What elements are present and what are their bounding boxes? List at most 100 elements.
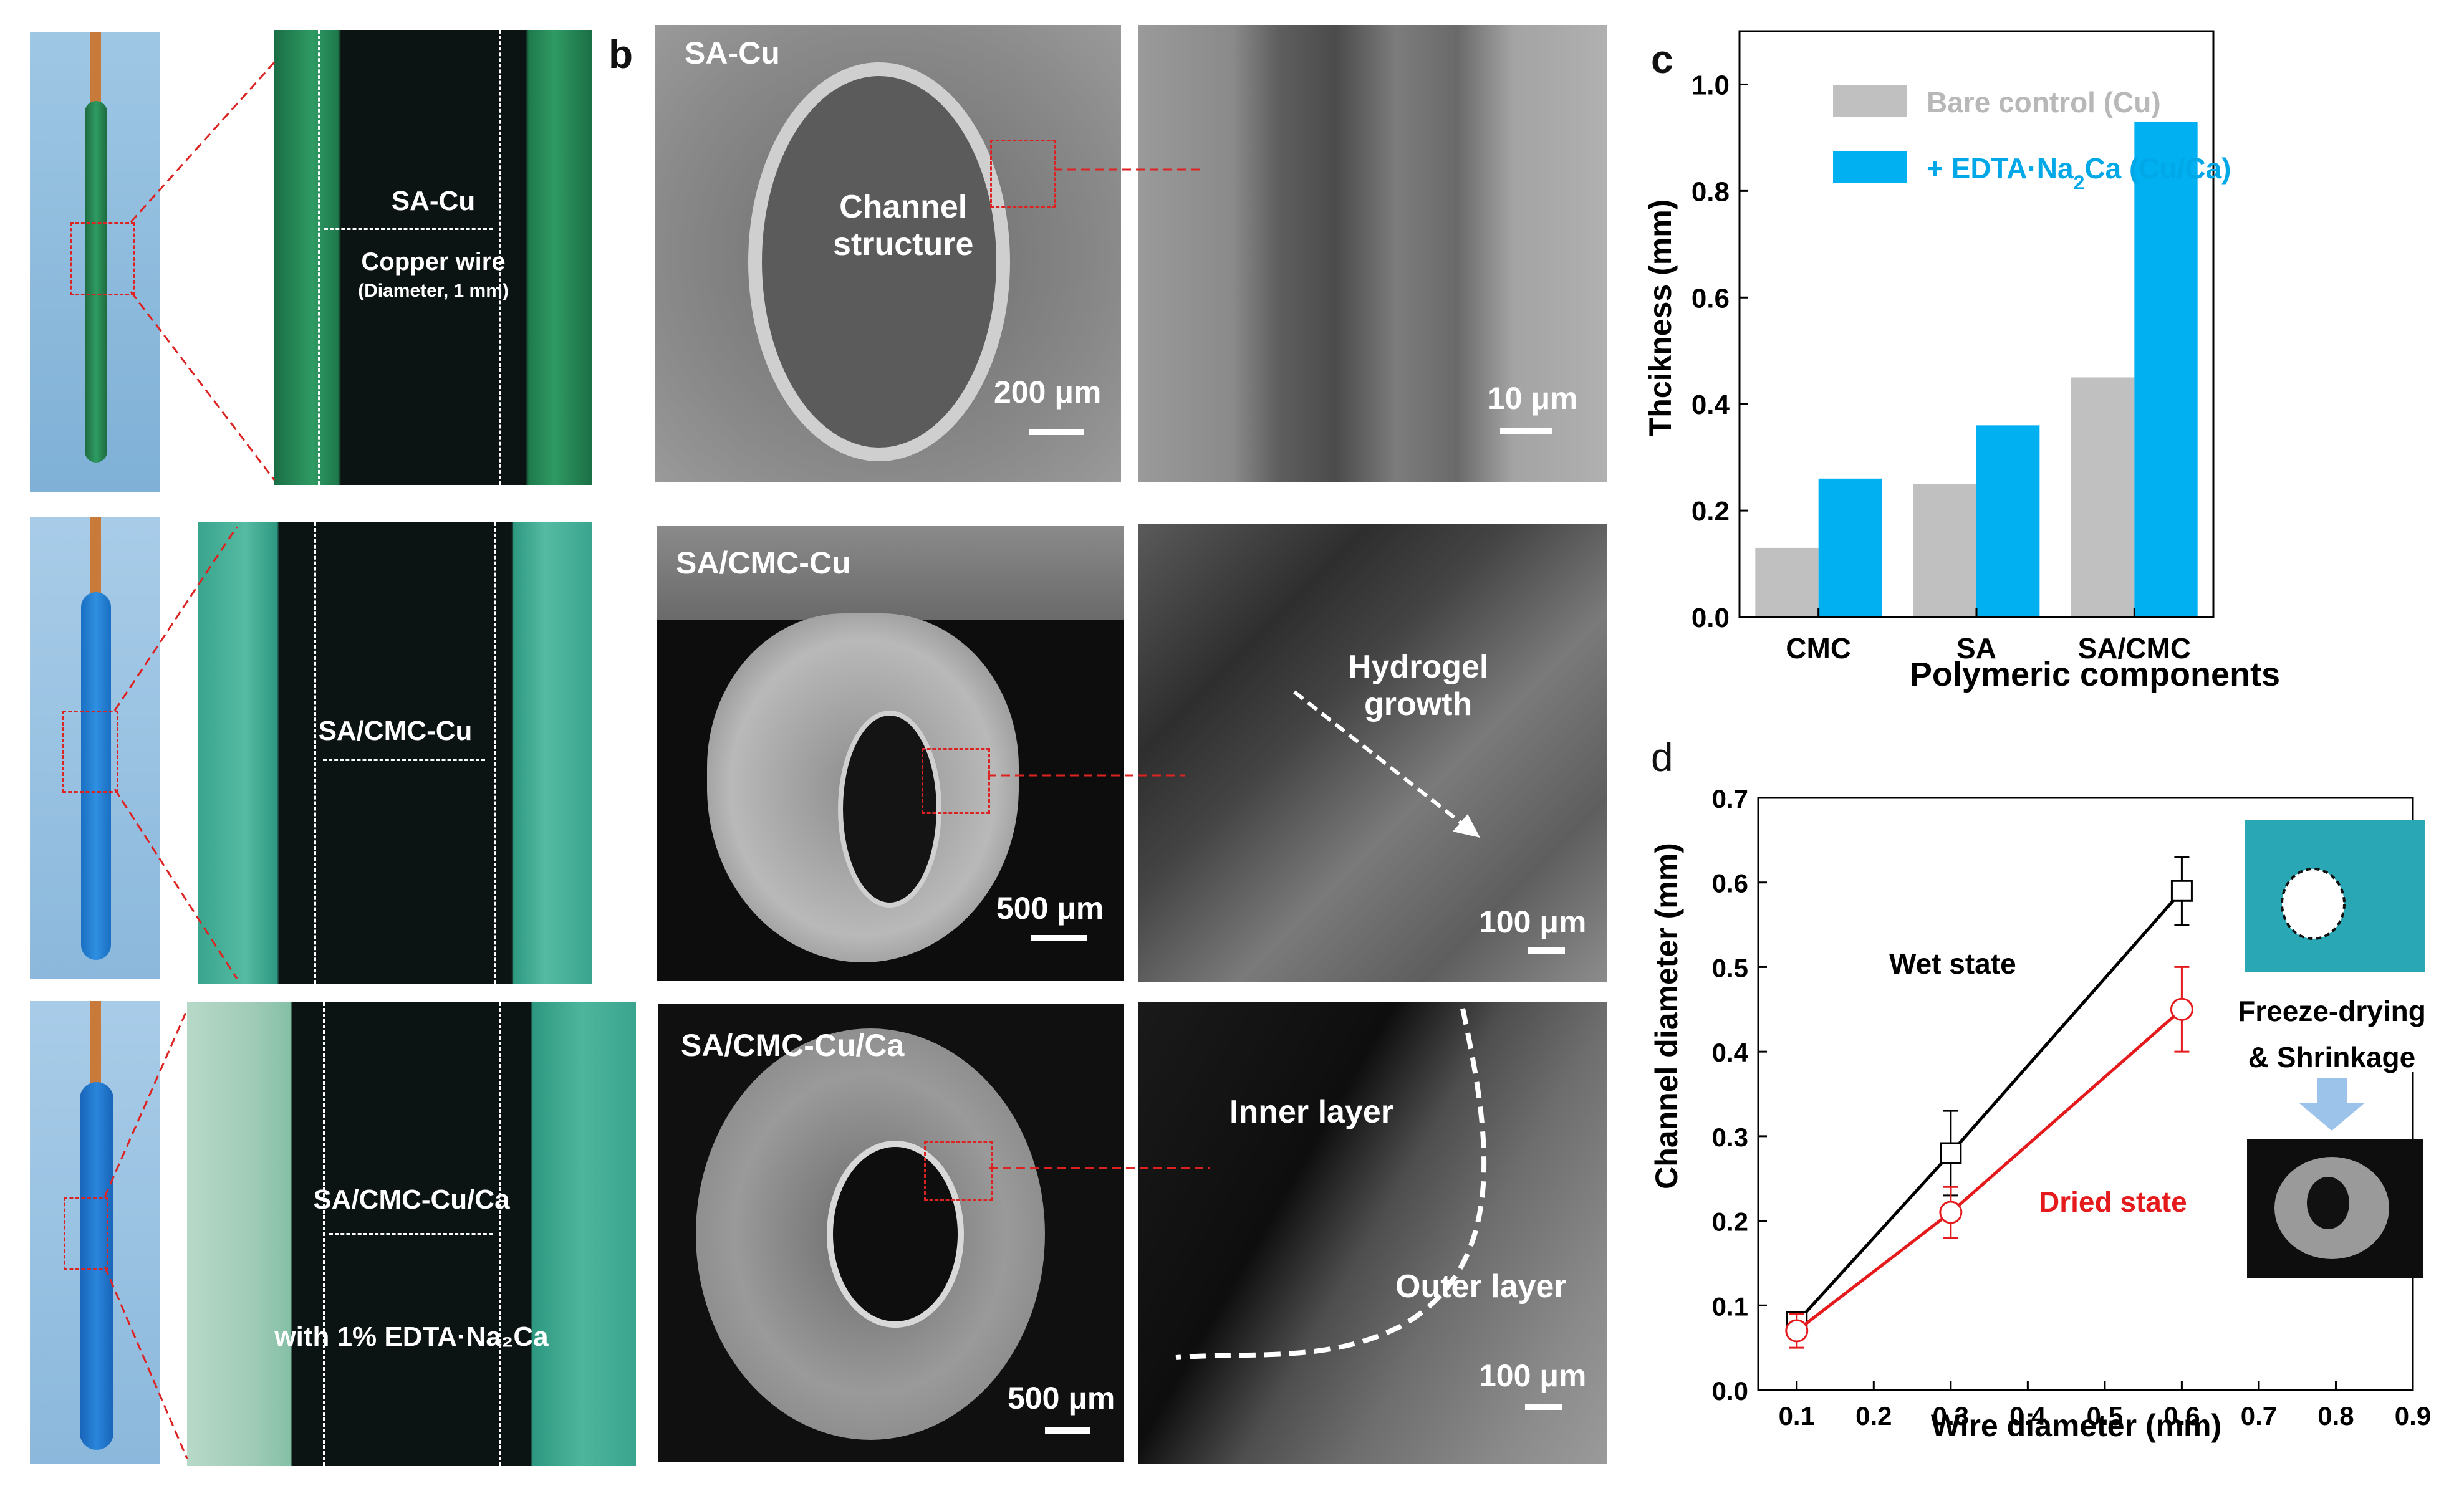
x-tick-label: 0.6 xyxy=(2163,1401,2200,1431)
inset-label-shrinkage: & Shrinkage xyxy=(2248,1041,2415,1073)
photo-wire-sa-cmc-cu xyxy=(30,517,160,979)
x-tick-label: SA xyxy=(1956,632,1996,664)
x-tick-label: 0.4 xyxy=(2009,1401,2046,1431)
photo-wire-sa-cu xyxy=(30,32,160,492)
y-tick-label: 0.1 xyxy=(1712,1292,1748,1321)
inset-dried-hole xyxy=(2307,1177,2349,1229)
scale-label-200um: 200 μm xyxy=(994,375,1102,410)
annotation-hydrogel-growth: Hydrogel growth xyxy=(1348,649,1489,722)
y-tick-label: 1.0 xyxy=(1692,70,1730,100)
x-tick-label: 0.2 xyxy=(1855,1401,1892,1431)
y-tick-label: 0.4 xyxy=(1712,1038,1749,1067)
x-tick-label: 0.9 xyxy=(2395,1401,2431,1431)
sem-sa-cu-overview: SA-Cu Channel structure 200 μm xyxy=(655,25,1121,482)
data-point-wet xyxy=(1940,1142,1962,1164)
label-sa-cmc-cu-ca: SA/CMC-Cu/Ca xyxy=(313,1184,510,1215)
scale-bar xyxy=(1031,935,1087,941)
scale-label-500um: 500 μm xyxy=(1008,1381,1115,1416)
inset-arrow-icon xyxy=(2299,1078,2364,1131)
layer-boundary xyxy=(1175,1008,1487,1360)
series-line-dried xyxy=(1796,1008,2183,1332)
x-axis-label: Wire diameter (mm) xyxy=(1931,1408,2221,1443)
y-tick-label: 0.7 xyxy=(1712,784,1748,813)
label-sa-cu: SA-Cu xyxy=(391,186,476,216)
data-point-dried xyxy=(1939,1201,1963,1224)
micro-sa-cu: SA-Cu Copper wire (Diameter, 1 mm) xyxy=(274,30,592,485)
series-label-dried: Dried state xyxy=(2039,1186,2187,1218)
y-tick-label: 0.4 xyxy=(1692,390,1730,420)
label-copper-wire: Copper wire xyxy=(361,248,506,276)
scale-bar xyxy=(1528,947,1565,954)
label-edta: with 1% EDTA·Na₂Ca xyxy=(274,1321,549,1352)
channel-diameter-line-chart: 0.0 0.1 0.2 0.3 0.4 0.5 0.6 0.7 0.1 0.2 0.3 0.4 0.5 0… xyxy=(1649,784,2457,1443)
x-tick-label: 0.8 xyxy=(2317,1401,2354,1431)
data-point-dried xyxy=(2170,997,2193,1021)
sem-title-sa-cmc-cu: SA/CMC-Cu xyxy=(676,545,851,580)
sem-sa-cu-zoom: 10 μm xyxy=(1138,25,1607,482)
legend-label-bare: Bare control (Cu) xyxy=(1927,86,2161,118)
x-tick-label: CMC xyxy=(1786,632,1851,664)
annotation-channel: Channel structure xyxy=(833,189,974,262)
zoom-box-a1 xyxy=(70,222,135,295)
bar-bare-sa xyxy=(1913,484,1976,617)
zoom-lines-a xyxy=(103,61,276,1459)
scale-bar xyxy=(1500,428,1552,434)
label-sa-cmc-cu: SA/CMC-Cu xyxy=(318,716,473,746)
sem-sa-cmc-cu-overview: SA/CMC-Cu 500 μm xyxy=(657,526,1124,981)
y-tick-label: 0.6 xyxy=(1692,283,1730,314)
y-axis-label: Thcikness (mm) xyxy=(1643,199,1678,437)
plot-frame xyxy=(1757,797,2414,1391)
scale-bar xyxy=(1045,1427,1090,1434)
data-point-dried xyxy=(1785,1319,1809,1343)
photo-wire-sa-cmc-cu-ca xyxy=(30,1001,160,1464)
scale-label-100um: 100 μm xyxy=(1479,904,1587,939)
y-tick-label: 0.0 xyxy=(1712,1376,1748,1406)
legend-swatch-bare xyxy=(1833,85,1907,117)
zoom-box-a2 xyxy=(62,711,118,793)
sem-sa-cmc-cu-zoom: Hydrogel growth 100 μm xyxy=(1138,524,1607,982)
y-axis-label: Channel diameter (mm) xyxy=(1649,843,1684,1189)
bar-bare-sa-cmc xyxy=(2071,377,2135,617)
zoom-box-a3 xyxy=(64,1197,108,1270)
label-diameter: (Diameter, 1 mm) xyxy=(358,280,509,301)
annotation-inner-layer: Inner layer xyxy=(1230,1094,1394,1130)
y-tick-label: 0.2 xyxy=(1712,1207,1748,1237)
bar-edta-sa-cmc xyxy=(2134,122,2198,618)
inset-channel-hole xyxy=(2281,868,2346,940)
x-tick-label: 0.3 xyxy=(1933,1401,1969,1431)
y-tick-label: 0.6 xyxy=(1712,869,1748,898)
x-axis-label: Polymeric components xyxy=(1910,656,2280,693)
scale-bar xyxy=(1029,429,1084,435)
panel-label-c: c xyxy=(1651,37,1673,82)
bar-edta-cmc xyxy=(1818,478,1882,617)
x-tick-label: 0.5 xyxy=(2087,1401,2123,1431)
bar-bare-cmc xyxy=(1755,547,1819,617)
panel-label-b: b xyxy=(609,32,633,77)
growth-arrow xyxy=(1293,690,1480,838)
sem-title-sa-cu: SA-Cu xyxy=(685,36,780,70)
x-tick-label: 0.1 xyxy=(1779,1401,1815,1431)
x-tick-label: 0.7 xyxy=(2241,1401,2277,1431)
y-tick-label: 0.0 xyxy=(1692,603,1730,633)
sem-sa-cmc-cu-ca-zoom: Inner layer Outer layer 100 μm xyxy=(1138,1002,1607,1464)
micro-sa-cmc-cu-ca: SA/CMC-Cu/Ca with 1% EDTA·Na₂Ca xyxy=(187,1002,636,1466)
scale-label-10um: 10 μm xyxy=(1488,381,1578,416)
y-tick-label: 0.3 xyxy=(1712,1123,1748,1152)
bar-edta-sa xyxy=(1976,425,2040,617)
y-tick-label: 0.8 xyxy=(1692,176,1730,207)
inset-text-bg xyxy=(2207,972,2457,1072)
x-tick-label: SA/CMC xyxy=(2078,632,2191,664)
scale-bar xyxy=(1525,1404,1562,1410)
y-tick-label: 0.5 xyxy=(1712,953,1748,982)
data-point-wet xyxy=(2170,880,2193,902)
thickness-bar-chart: 0.0 0.2 0.4 0.6 0.8 1.0 CMC SA SA/CMC Thcikness … xyxy=(1643,30,2280,693)
inset-label-freeze-drying: Freeze-drying xyxy=(2238,995,2426,1027)
scale-label-500um: 500 μm xyxy=(996,891,1104,926)
annotation-outer-layer: Outer layer xyxy=(1395,1268,1567,1305)
series-label-wet: Wet state xyxy=(1889,947,2016,980)
sem-sa-cmc-cu-ca-overview: SA/CMC-Cu/Ca 500 μm xyxy=(658,1004,1124,1462)
micro-sa-cmc-cu: SA/CMC-Cu xyxy=(198,522,592,984)
legend-swatch-edta xyxy=(1833,151,1907,183)
panel-label-d: d xyxy=(1651,735,1673,780)
